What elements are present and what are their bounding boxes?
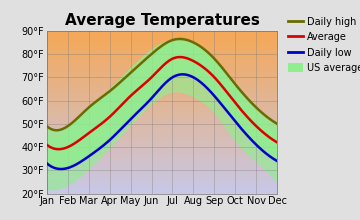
Legend: Daily high, Average, Daily low, US average: Daily high, Average, Daily low, US avera… (288, 16, 360, 74)
Title: Average Temperatures: Average Temperatures (64, 13, 260, 28)
